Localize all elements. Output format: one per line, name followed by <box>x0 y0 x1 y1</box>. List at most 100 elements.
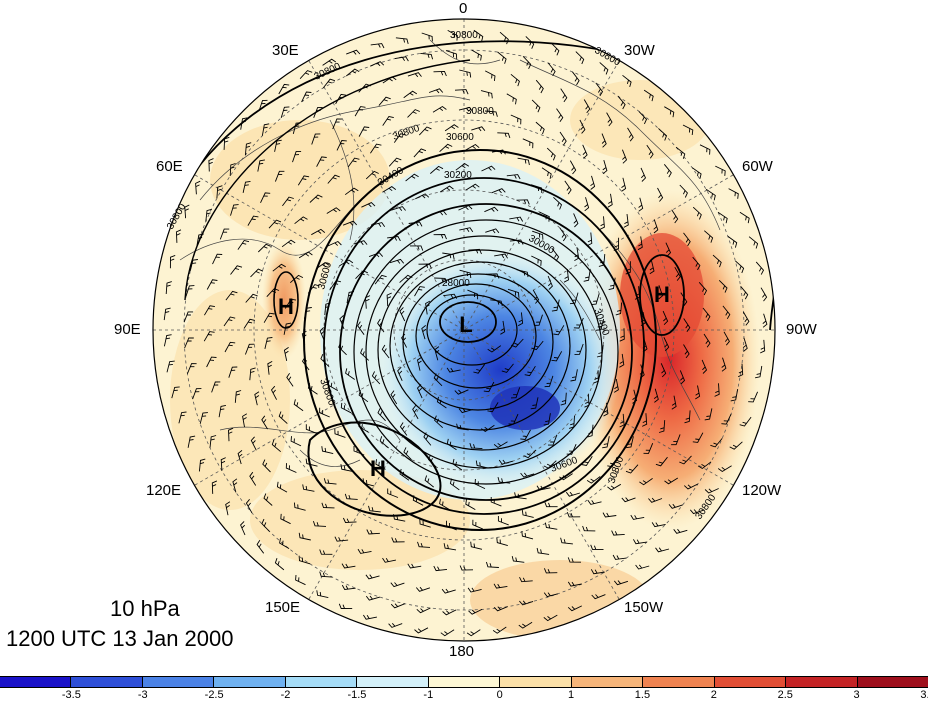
wind-barb <box>497 476 511 484</box>
colorbar-segment <box>500 677 572 687</box>
wind-barb <box>446 438 457 451</box>
wind-barb <box>444 124 459 132</box>
wind-barb <box>454 89 469 95</box>
wind-barb <box>511 555 525 563</box>
wind-barb <box>730 389 739 402</box>
wind-barb <box>346 68 360 77</box>
wind-barb <box>615 302 623 316</box>
wind-barb <box>646 144 654 159</box>
wind-barb <box>203 331 215 342</box>
wind-barb <box>613 237 620 251</box>
wind-barb <box>365 595 381 601</box>
wind-barb <box>458 408 473 414</box>
wind-barb <box>313 107 323 118</box>
colorbar-tick-label: 2 <box>710 689 717 701</box>
wind-barb <box>643 443 654 454</box>
wind-barb <box>598 254 606 267</box>
wind-barb <box>334 536 349 542</box>
wind-barb <box>509 239 524 245</box>
valid-time-label: 1200 UTC 13 Jan 2000 <box>6 626 234 651</box>
wind-barb <box>403 447 412 461</box>
wind-barb <box>436 396 447 409</box>
wind-barb <box>425 300 431 315</box>
warm-patch <box>210 120 390 240</box>
wind-barb <box>522 138 534 149</box>
wind-barb <box>298 251 313 259</box>
wind-barb <box>551 351 563 362</box>
wind-barb <box>399 468 410 481</box>
wind-barb <box>535 121 545 135</box>
wind-barb <box>316 590 329 599</box>
wind-barb <box>760 339 766 354</box>
wind-barb <box>421 32 433 42</box>
colorbar-segment <box>142 677 215 687</box>
wind-barb <box>389 258 405 264</box>
wind-barb <box>322 78 336 89</box>
wind-barb <box>524 365 536 377</box>
wind-barb <box>280 106 290 119</box>
wind-barb <box>599 62 609 75</box>
wind-barb <box>305 458 318 467</box>
lon-label-120e: 120E <box>146 482 182 499</box>
wind-barb <box>544 522 558 530</box>
wind-barb <box>370 143 382 154</box>
wind-barb <box>684 483 699 490</box>
wind-barb <box>433 565 448 572</box>
wind-barb <box>237 239 250 250</box>
lon-label-180: 180 <box>449 643 475 660</box>
wind-barb <box>394 56 409 62</box>
wind-barb <box>358 390 369 403</box>
wind-barb <box>187 435 196 448</box>
wind-barb <box>368 505 381 513</box>
wind-barb <box>286 372 294 387</box>
wind-barb <box>603 402 609 417</box>
wind-barb <box>612 554 627 560</box>
wind-barb <box>530 397 539 410</box>
wind-barb <box>230 204 239 216</box>
wind-barb <box>559 473 573 481</box>
wind-barb <box>497 516 509 526</box>
wind-barb <box>704 408 713 421</box>
wind-barb <box>271 439 281 453</box>
wind-barb <box>295 574 306 586</box>
wind-barb <box>327 174 340 184</box>
wind-barb <box>582 144 588 159</box>
wind-barb <box>365 170 379 180</box>
wind-barb <box>682 124 694 136</box>
colorbar-tick-label: 3.5 <box>920 689 928 701</box>
wind-barb <box>240 521 246 536</box>
wind-barb <box>458 205 473 211</box>
wind-barb <box>386 292 392 307</box>
wind-barb <box>692 432 704 443</box>
wind-barb <box>608 277 616 291</box>
wind-barb <box>668 503 683 509</box>
wind-barb <box>559 227 567 242</box>
wind-barb <box>324 302 331 316</box>
wind-barb <box>245 293 258 303</box>
colorbar-segment <box>214 677 286 687</box>
wind-barb <box>232 478 238 493</box>
wind-barb <box>399 422 408 436</box>
wind-barb <box>471 126 486 132</box>
wind-barb <box>648 497 663 503</box>
wind-barb <box>487 402 499 413</box>
wind-barb <box>390 582 405 588</box>
wind-barb <box>199 412 208 424</box>
wind-barb <box>684 410 691 424</box>
wind-barb <box>433 234 447 240</box>
wind-barb <box>599 216 605 230</box>
wind-barb <box>274 558 285 571</box>
wind-barb <box>663 337 670 352</box>
wind-barb <box>268 219 282 229</box>
wind-barb <box>228 366 238 378</box>
wind-barb <box>651 522 666 528</box>
wind-barb <box>508 413 519 425</box>
contour-label: 30800 <box>466 106 494 117</box>
wind-barb <box>358 83 371 93</box>
wind-barb <box>299 70 313 80</box>
wind-barb <box>509 216 524 222</box>
wind-barb <box>204 305 215 316</box>
wind-barb <box>340 402 352 414</box>
lon-label-90w: 90W <box>786 321 817 338</box>
wind-barb <box>517 312 524 327</box>
